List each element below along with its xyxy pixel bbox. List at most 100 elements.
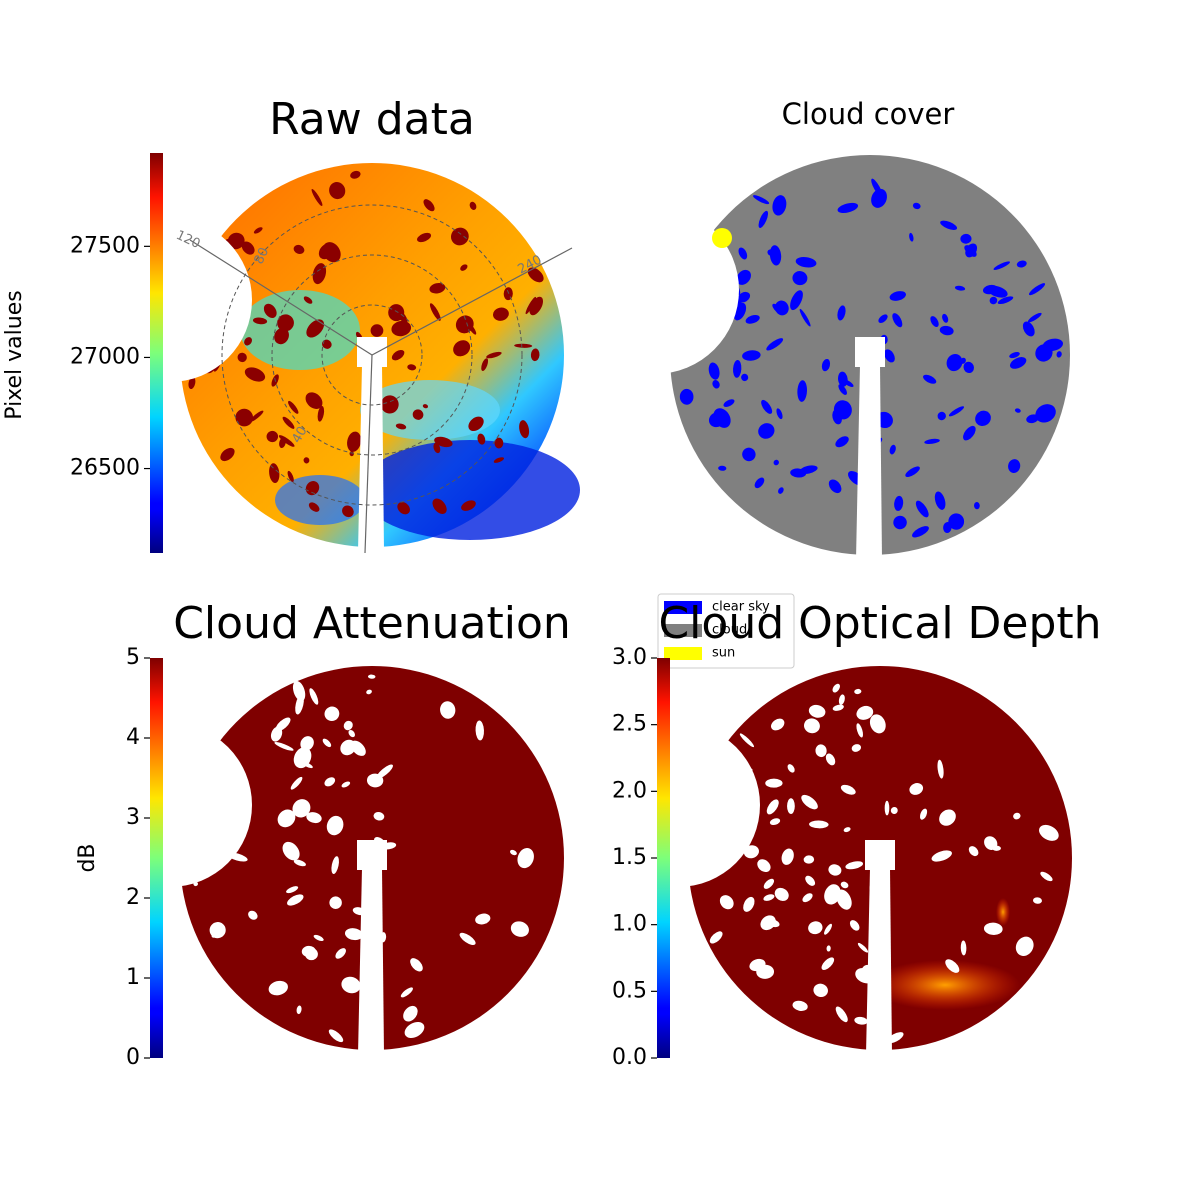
blob	[329, 182, 346, 200]
blob	[286, 886, 299, 894]
blob	[422, 404, 429, 409]
blob	[799, 465, 818, 474]
blob	[1056, 351, 1062, 358]
blob	[945, 959, 960, 973]
blob	[758, 423, 775, 439]
blob	[249, 410, 264, 422]
blob	[753, 195, 770, 205]
blob	[1009, 352, 1020, 359]
mask-bite	[88, 218, 252, 382]
mask-bite	[88, 723, 252, 887]
blob	[309, 688, 319, 705]
blob	[329, 896, 342, 909]
blob	[350, 740, 366, 756]
colorbar-tick-label: 3	[126, 805, 140, 830]
blob	[282, 416, 295, 429]
colorbar-tick-label: 2	[126, 885, 140, 910]
blob	[391, 320, 412, 337]
blob	[370, 324, 384, 337]
blob	[348, 729, 355, 738]
blob	[429, 303, 441, 321]
blob	[960, 233, 972, 244]
blob	[772, 195, 787, 216]
blob	[787, 764, 795, 773]
blob	[486, 351, 502, 359]
blob	[832, 409, 843, 425]
blob	[743, 896, 755, 912]
colorbar-tick-label: 0	[126, 1045, 140, 1070]
blob	[397, 502, 410, 515]
blob	[248, 910, 258, 920]
blob	[781, 848, 794, 865]
blob	[802, 893, 813, 903]
blob	[821, 957, 835, 970]
blob	[235, 408, 254, 427]
blob	[290, 776, 303, 790]
blob	[766, 799, 779, 815]
blob	[517, 848, 534, 869]
blob	[188, 376, 196, 390]
blob	[347, 431, 362, 452]
blob	[939, 325, 954, 336]
blob	[341, 976, 361, 994]
blob	[366, 689, 372, 695]
blob	[797, 380, 807, 402]
blob	[915, 500, 929, 518]
blob	[745, 314, 760, 324]
blob	[838, 384, 847, 395]
blob	[1033, 897, 1043, 904]
colorbar-tick-label: 1	[126, 965, 140, 990]
panel: Cloud Optical Depth 0.0 0.5 1.0 1.5 2.0 2.5 3.0	[596, 598, 1102, 1070]
blob	[304, 947, 318, 961]
blob	[954, 285, 966, 291]
colorbar	[150, 153, 163, 553]
blob	[828, 479, 842, 494]
blob	[824, 884, 841, 905]
blob	[737, 291, 751, 303]
blob	[296, 1005, 302, 1015]
blob	[494, 437, 504, 449]
blob	[849, 920, 860, 931]
blob	[434, 436, 453, 448]
blue-region	[275, 475, 365, 525]
blob	[403, 1005, 418, 1022]
legend-swatch	[664, 647, 702, 660]
blob	[317, 405, 325, 422]
blob	[313, 934, 324, 942]
legend-label: cloud	[712, 623, 747, 638]
blob	[475, 913, 491, 925]
blob	[404, 1021, 425, 1038]
blob	[857, 942, 869, 953]
blob	[799, 308, 811, 327]
blob	[227, 232, 245, 250]
colorbar-tick-label: 2.0	[612, 778, 647, 803]
blob	[739, 733, 755, 748]
blob	[909, 783, 924, 795]
blob	[723, 399, 735, 407]
blob	[282, 841, 300, 861]
blob	[742, 350, 761, 361]
blob	[407, 364, 417, 371]
blob	[763, 878, 775, 889]
blob	[912, 202, 921, 210]
colorbar-tick-label: 0.5	[612, 978, 647, 1003]
blob	[919, 808, 928, 820]
blob	[754, 477, 765, 489]
mask-square	[357, 840, 387, 870]
blob	[742, 447, 756, 462]
blob	[826, 945, 831, 952]
polar-grid	[221, 204, 523, 506]
blob	[477, 433, 486, 445]
blob	[741, 373, 749, 382]
blob	[948, 406, 965, 417]
blob	[893, 515, 907, 530]
panel-title: Cloud Attenuation	[173, 598, 571, 649]
blob	[303, 457, 310, 464]
blob	[220, 447, 235, 462]
mask-strip	[866, 868, 892, 1055]
blob	[1042, 338, 1064, 351]
colorbar-tick-label: 1.0	[612, 912, 647, 937]
blob	[253, 227, 263, 234]
polar-label: 40	[289, 424, 310, 446]
